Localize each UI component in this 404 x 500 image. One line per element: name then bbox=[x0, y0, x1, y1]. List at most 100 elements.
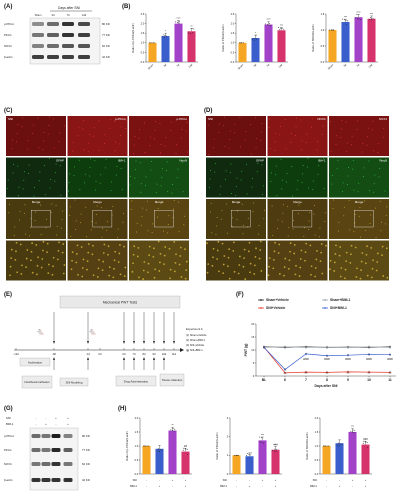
cell-signal bbox=[136, 255, 139, 258]
cell-signal bbox=[10, 257, 13, 260]
micrograph-tile bbox=[6, 199, 66, 239]
cell-signal bbox=[185, 130, 187, 132]
cell-signal bbox=[100, 207, 102, 209]
cell-signal bbox=[116, 166, 118, 168]
data-point bbox=[159, 451, 160, 452]
sni-sign: - bbox=[146, 479, 147, 482]
cell-signal bbox=[280, 158, 282, 160]
significance-label: *** bbox=[283, 372, 286, 376]
cell-signal bbox=[324, 220, 326, 222]
micrograph-label: IBA-1 bbox=[318, 159, 326, 163]
cell-signal bbox=[134, 136, 136, 138]
cell-signal bbox=[185, 269, 188, 272]
cell-signal bbox=[229, 139, 231, 141]
data-point bbox=[363, 440, 365, 442]
bim-sign: + bbox=[67, 422, 69, 426]
cell-signal bbox=[177, 168, 179, 170]
cell-signal bbox=[114, 120, 116, 122]
cell-signal bbox=[223, 255, 226, 257]
cell-signal bbox=[213, 147, 215, 149]
data-point bbox=[254, 38, 256, 40]
data-point bbox=[188, 32, 190, 34]
micrograph-tile bbox=[206, 199, 266, 239]
cell-signal bbox=[112, 205, 114, 207]
data-point bbox=[352, 429, 354, 431]
cell-signal bbox=[159, 152, 161, 154]
cell-signal bbox=[317, 173, 319, 175]
blot-g-kd-label: 77 KD bbox=[82, 448, 90, 452]
timeline-day-label: -12d bbox=[13, 352, 19, 356]
cell-signal bbox=[273, 149, 275, 151]
panel-b: (B) 0.0 0.5 1.0 1.5 2.0 2.5 Ratio of p-PKCα/β-… bbox=[122, 4, 378, 71]
cell-signal bbox=[303, 235, 305, 237]
cell-signal bbox=[236, 210, 238, 212]
cell-signal bbox=[61, 219, 63, 221]
cell-signal bbox=[15, 250, 17, 253]
cell-signal bbox=[298, 275, 301, 277]
x-tick-label: Sham bbox=[237, 63, 245, 71]
cell-signal bbox=[143, 122, 145, 124]
cell-signal bbox=[321, 134, 323, 136]
significance-label: #### bbox=[387, 357, 393, 361]
cell-signal bbox=[160, 143, 162, 145]
cell-signal bbox=[371, 267, 374, 270]
y-tick-label: 1.0 bbox=[135, 444, 139, 448]
data-point bbox=[189, 33, 191, 35]
cell-signal bbox=[52, 256, 55, 259]
data-point bbox=[339, 443, 341, 445]
cell-signal bbox=[342, 182, 344, 184]
cell-signal bbox=[291, 195, 293, 197]
micrograph-label: Merge bbox=[355, 200, 364, 204]
cell-signal bbox=[113, 259, 116, 262]
cell-signal bbox=[382, 275, 385, 277]
cell-signal bbox=[163, 263, 165, 266]
data-point bbox=[265, 23, 267, 25]
data-point bbox=[328, 445, 330, 447]
significance-label: #### bbox=[324, 357, 330, 361]
cell-signal bbox=[52, 265, 54, 268]
cell-signal bbox=[42, 140, 44, 142]
blot-a-band bbox=[32, 22, 44, 26]
cell-signal bbox=[347, 175, 349, 177]
cell-signal bbox=[213, 138, 215, 140]
cell-signal bbox=[27, 139, 29, 141]
cell-signal bbox=[384, 190, 386, 192]
cell-signal bbox=[184, 248, 186, 251]
cell-signal bbox=[268, 127, 270, 129]
cell-signal bbox=[243, 257, 245, 260]
cell-signal bbox=[339, 275, 342, 278]
cell-signal bbox=[117, 228, 119, 230]
y-tick-label: 0.0 bbox=[231, 60, 235, 64]
cell-signal bbox=[154, 138, 156, 140]
cell-signal bbox=[29, 235, 31, 237]
micrograph-grid-d: SNI NOX4 NOX4 GFAP IBA-1 NeuN Merge Merge Merge bbox=[206, 116, 389, 281]
cell-signal bbox=[176, 144, 178, 146]
y-tick-label: 1.0 bbox=[315, 444, 319, 448]
cell-signal bbox=[380, 221, 382, 223]
significance-label: **** bbox=[176, 17, 180, 21]
cell-signal bbox=[308, 187, 310, 189]
cell-signal bbox=[24, 204, 26, 206]
cell-signal bbox=[300, 148, 302, 150]
cell-signal bbox=[354, 214, 356, 216]
x-tick-label: Sham bbox=[327, 63, 335, 71]
cell-signal bbox=[102, 228, 104, 230]
cell-signal bbox=[212, 247, 215, 250]
cell-signal bbox=[306, 166, 308, 168]
y-tick-label: 1 bbox=[227, 453, 229, 457]
cell-signal bbox=[75, 228, 77, 230]
data-point bbox=[353, 432, 355, 434]
blot-g-band bbox=[51, 434, 61, 438]
cell-signal bbox=[94, 189, 96, 191]
micrograph-tile bbox=[267, 116, 328, 156]
y-axis-label: Ratio of p-PKCα/β-actin bbox=[125, 431, 129, 461]
cell-signal bbox=[173, 199, 175, 201]
blot-a-kd-label: 80 KD bbox=[102, 22, 110, 26]
cell-signal bbox=[319, 260, 322, 263]
cell-signal bbox=[261, 164, 263, 166]
cell-signal bbox=[158, 270, 161, 272]
cell-signal bbox=[113, 267, 115, 270]
cell-signal bbox=[53, 118, 55, 120]
cell-signal bbox=[320, 243, 323, 245]
data-point bbox=[164, 35, 166, 36]
